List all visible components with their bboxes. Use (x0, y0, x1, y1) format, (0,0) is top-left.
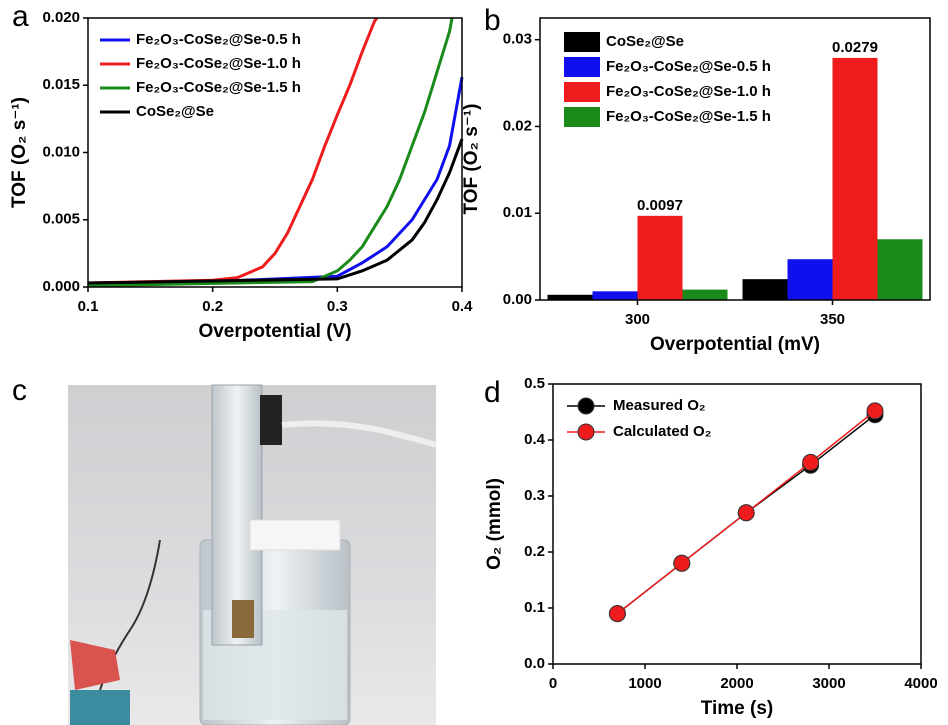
line (87, 138, 464, 285)
plot-frame (539, 17, 931, 301)
y-tick-label: 0.000 (42, 278, 80, 295)
x-axis-label: Time (s) (701, 698, 774, 719)
panel-label: b (484, 4, 501, 37)
legend-label: Measured O₂ (613, 397, 706, 414)
y-tick-label: 0.010 (42, 143, 80, 160)
x-tick-label: 350 (820, 311, 845, 328)
legend-label: CoSe₂@Se (606, 33, 684, 50)
point (866, 402, 884, 420)
y-tick-label: 0.020 (42, 9, 80, 26)
x-tick-label: 0 (549, 675, 557, 692)
legend-label: Fe₂O₃-CoSe₂@Se-0.5 h (136, 31, 301, 48)
legend-label: Fe₂O₃-CoSe₂@Se-1.0 h (136, 55, 301, 72)
plot-frame (87, 17, 463, 288)
y-tick-label: 0.02 (503, 117, 532, 134)
legend-marker (577, 423, 595, 441)
y-tick-label: 0.1 (524, 599, 545, 616)
x-tick-label: 0.4 (452, 298, 474, 315)
panel-label: c (12, 374, 27, 407)
legend-label: Fe₂O₃-CoSe₂@Se-1.5 h (606, 108, 771, 125)
x-axis-label: Overpotential (V) (198, 321, 351, 342)
tube (70, 690, 130, 725)
y-tick-label: 0.2 (524, 543, 545, 560)
x-tick-label: 0.2 (202, 298, 223, 315)
legend-label: CoSe₂@Se (136, 103, 214, 120)
line (87, 17, 454, 288)
x-tick-label: 3000 (812, 675, 845, 692)
electrode (232, 600, 254, 638)
x-tick-label: 300 (625, 311, 650, 328)
legend-swatch (564, 82, 600, 102)
point (608, 605, 626, 623)
legend-label: Calculated O₂ (613, 423, 711, 440)
legend-label: Fe₂O₃-CoSe₂@Se-0.5 h (606, 58, 771, 75)
point (802, 453, 820, 471)
line (87, 16, 379, 285)
x-tick-label: 4000 (904, 675, 937, 692)
bar (682, 289, 728, 300)
legend-swatch (564, 57, 600, 77)
bar (637, 215, 683, 300)
bar (877, 239, 923, 300)
y-tick-label: 0.03 (503, 31, 532, 48)
panel-label: a (12, 0, 29, 33)
y-axis-label: TOF (O₂ s⁻¹) (9, 97, 30, 208)
x-tick-label: 0.1 (78, 298, 99, 315)
point (737, 504, 755, 522)
value-label: 0.0279 (832, 39, 878, 56)
panel-label: d (484, 376, 501, 409)
legend-label: Fe₂O₃-CoSe₂@Se-1.5 h (136, 79, 301, 96)
legend-label: Fe₂O₃-CoSe₂@Se-1.0 h (606, 83, 771, 100)
bar (832, 57, 878, 300)
bar (787, 259, 833, 300)
y-tick-label: 0.0 (524, 655, 545, 672)
clip (260, 395, 282, 445)
x-tick-label: 0.3 (327, 298, 348, 315)
value-label: 0.0097 (637, 197, 683, 214)
y-tick-label: 0.005 (42, 211, 80, 228)
y-tick-label: 0.3 (524, 487, 545, 504)
x-tick-label: 1000 (628, 675, 661, 692)
x-tick-label: 2000 (720, 675, 753, 692)
legend-swatch (564, 107, 600, 127)
bar (592, 291, 638, 300)
y-tick-label: 0.5 (524, 375, 545, 392)
y-axis-label: O₂ (mmol) (484, 478, 505, 570)
photo (68, 384, 437, 725)
y-tick-label: 0.00 (503, 291, 532, 308)
cable (281, 420, 437, 448)
y-tick-label: 0.4 (524, 431, 546, 448)
point (673, 554, 691, 572)
y-tick-label: 0.015 (42, 76, 80, 93)
clamp (70, 640, 120, 690)
legend-marker (577, 397, 595, 415)
bar (547, 294, 593, 300)
y-axis-label: TOF (O₂ s⁻¹) (461, 103, 482, 214)
legend-swatch (564, 32, 600, 52)
foam (249, 519, 341, 551)
x-axis-label: Overpotential (mV) (650, 334, 820, 355)
plot-frame (552, 383, 922, 665)
bar (742, 279, 788, 300)
y-tick-label: 0.01 (503, 204, 532, 221)
